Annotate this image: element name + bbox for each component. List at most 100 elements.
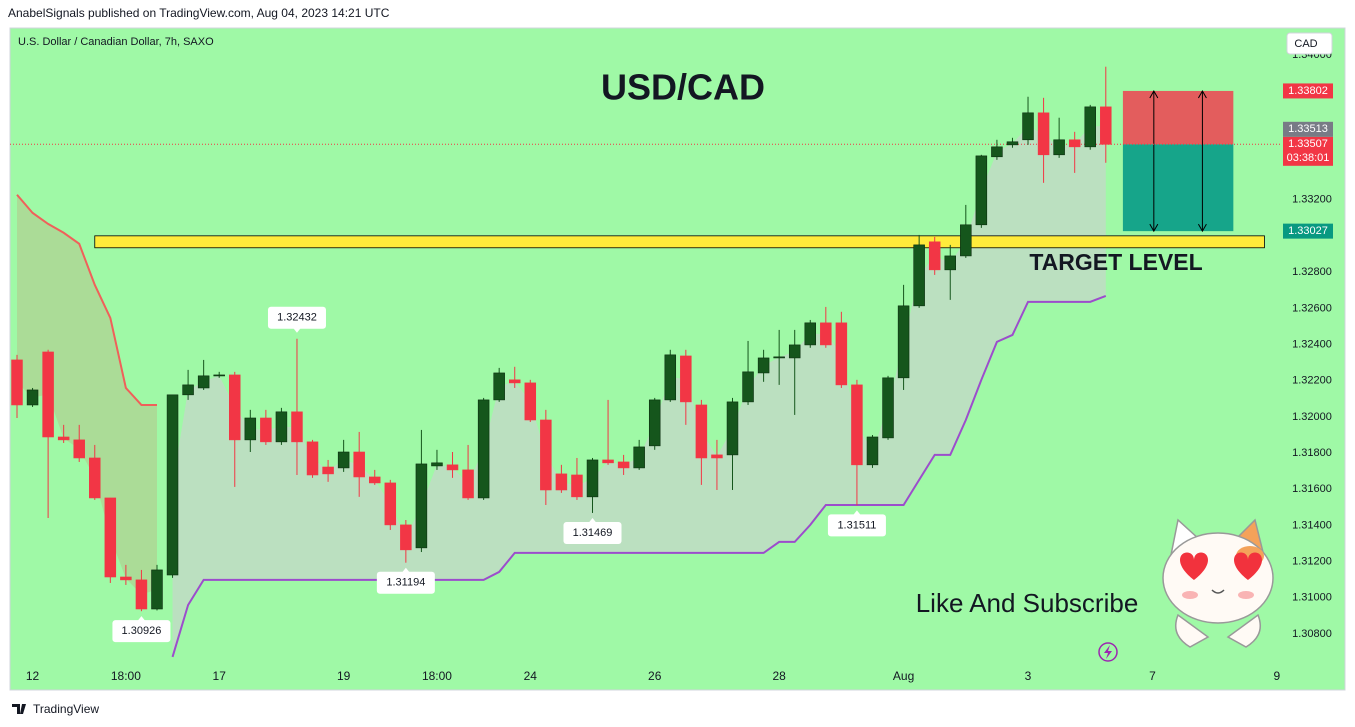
candle-body	[431, 462, 443, 467]
candle-body	[757, 357, 770, 374]
candle-body	[260, 417, 272, 443]
callout-pointer	[852, 510, 861, 516]
candle-body	[89, 457, 101, 499]
callout-label: 1.30926	[122, 625, 162, 637]
candle-body	[384, 482, 397, 526]
candle-body	[291, 411, 303, 443]
candle-body	[135, 579, 148, 610]
candle-body	[1006, 141, 1019, 146]
candle-body	[633, 446, 645, 469]
candle-body	[1068, 139, 1081, 148]
y-tick-label: 1.31200	[1292, 556, 1332, 568]
fills	[16, 125, 1107, 658]
callout-pointer	[401, 567, 410, 573]
candle-body	[788, 344, 801, 359]
y-tick-label: 1.32000	[1292, 411, 1332, 423]
callout-box	[563, 521, 622, 544]
target-label: TARGET LEVEL	[1029, 249, 1202, 275]
price-label: 1.33513	[1288, 123, 1328, 135]
candle-body	[524, 382, 537, 421]
candle-body	[711, 454, 723, 459]
callout-label: 1.31194	[386, 577, 425, 589]
y-tick-label: 1.32200	[1292, 375, 1332, 387]
candle-body	[26, 389, 39, 406]
arrow-head	[1149, 89, 1159, 233]
candle-body	[586, 459, 599, 498]
call-to-action: Like And Subscribe	[916, 588, 1139, 618]
candle-body	[648, 399, 661, 447]
candle-body	[508, 379, 521, 384]
candle-body	[571, 474, 583, 498]
currency-button[interactable]: CAD	[1286, 32, 1333, 55]
candle-body	[804, 322, 817, 346]
x-tick-label: 19	[337, 669, 351, 683]
callout-box	[827, 514, 886, 537]
candle-body	[602, 459, 614, 464]
callout-box	[267, 306, 326, 329]
candle-body	[244, 417, 257, 441]
candle-body	[928, 241, 941, 271]
trend-line	[171, 294, 1107, 658]
x-tick-label: 26	[648, 669, 662, 683]
price-label-box	[1283, 136, 1333, 166]
callout-label: 1.31469	[573, 527, 613, 539]
symbol-label: U.S. Dollar / Canadian Dollar, 7h, SAXO	[18, 36, 214, 48]
x-tick-label: Aug	[893, 669, 914, 683]
price-label-box	[1283, 121, 1333, 137]
lightning-icon[interactable]	[1098, 642, 1118, 662]
y-tick-label: 1.32400	[1292, 338, 1332, 350]
candle-body	[182, 384, 194, 396]
candle-body	[11, 359, 23, 406]
candle-body	[851, 384, 863, 466]
candle-body	[555, 473, 568, 491]
price-label-box	[1283, 83, 1333, 99]
price-label: 1.33027	[1288, 225, 1328, 237]
x-tick-label: 18:00	[111, 669, 141, 683]
y-tick-label: 1.31800	[1292, 447, 1332, 459]
x-tick-label: 28	[772, 669, 786, 683]
candle-body	[446, 464, 459, 471]
y-tick-label: 1.33200	[1292, 194, 1332, 206]
candle-body	[882, 377, 894, 439]
candle-body	[866, 436, 879, 466]
x-tick-label: 17	[213, 669, 227, 683]
callout-box	[376, 571, 435, 594]
candle-body	[773, 356, 785, 359]
candle-body	[944, 255, 956, 271]
y-tick-label: 1.31000	[1292, 592, 1332, 604]
price-label: 1.33507	[1288, 138, 1328, 150]
candle-body	[337, 451, 350, 469]
price-label-box	[1283, 223, 1333, 239]
stop-zone	[1122, 90, 1234, 145]
y-tick-label: 1.31600	[1292, 483, 1332, 495]
candle-body	[835, 322, 848, 386]
candle-body	[213, 374, 225, 377]
candle-body	[104, 497, 117, 578]
candle-body	[322, 466, 334, 475]
candles	[11, 66, 1112, 612]
candle-body	[120, 576, 132, 581]
candle-body	[229, 374, 241, 441]
x-tick-label: 12	[26, 669, 40, 683]
cat-sticker	[1162, 518, 1274, 648]
callout-pointer	[292, 327, 301, 333]
callout-box	[112, 620, 171, 643]
arrow-head	[1197, 89, 1207, 233]
x-tick-label: 3	[1025, 669, 1032, 683]
candle-body	[991, 146, 1003, 158]
candle-body	[742, 371, 754, 403]
candle-body	[493, 372, 505, 401]
trend-fill	[172, 125, 1106, 657]
candle-body	[975, 155, 988, 226]
candle-body	[400, 524, 412, 551]
candle-body	[695, 404, 708, 459]
candle-body	[151, 569, 163, 610]
callout-label: 1.31511	[837, 519, 876, 531]
candle-body	[1053, 139, 1065, 156]
y-tick-label: 1.31400	[1292, 519, 1332, 531]
currency-label: CAD	[1294, 38, 1317, 50]
tv-logo	[12, 704, 26, 714]
chart-title: USD/CAD	[601, 67, 765, 108]
y-tick-label: 1.30800	[1292, 628, 1332, 640]
